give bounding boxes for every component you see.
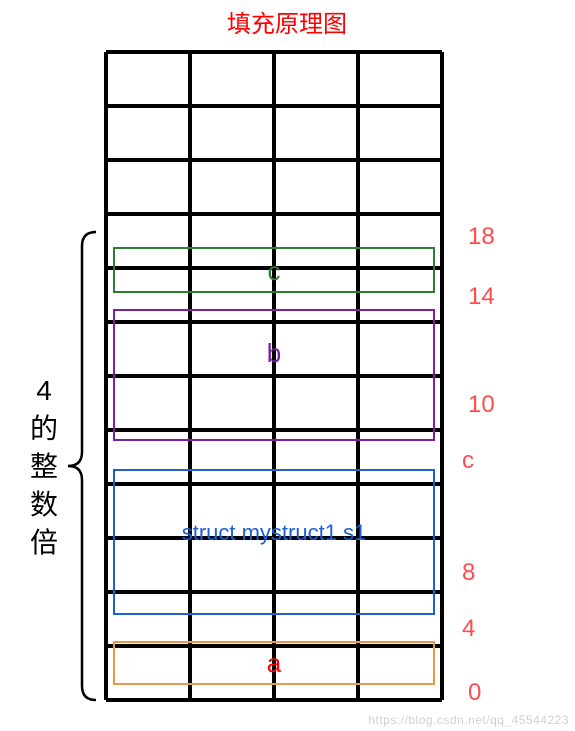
brace-label-char: 整 <box>30 451 58 482</box>
watermark: https://blog.csdn.net/qq_45544223 <box>368 713 569 727</box>
offset-label: 0 <box>468 679 481 706</box>
offset-label: c <box>462 447 474 474</box>
diagram-canvas: 填充原理图 astruct mystruct1 s1bc 048c101418 … <box>0 0 575 731</box>
box-b-label: b <box>267 338 281 368</box>
box-c-label: c <box>268 256 281 286</box>
brace-label-char: 的 <box>30 413 58 444</box>
box-a-label: a <box>267 648 282 678</box>
offset-label: 10 <box>468 391 495 418</box>
brace-label: 4 的整数倍 <box>30 375 58 558</box>
offset-label: 14 <box>468 283 495 310</box>
curly-brace <box>68 232 96 700</box>
offset-labels: 0 4 8 c 10 14 18 <box>462 223 495 706</box>
brace-label-char: 数 <box>30 489 58 520</box>
brace-label-char: 倍 <box>30 527 58 558</box>
offset-label: 4 <box>462 615 475 642</box>
offset-label: 8 <box>462 559 475 586</box>
diagram-title: 填充原理图 <box>227 11 347 38</box>
brace-label-char: 4 <box>36 375 52 406</box>
offset-label: 18 <box>468 223 495 250</box>
box-s1-label: struct mystruct1 s1 <box>182 520 367 545</box>
memory-grid <box>106 52 442 700</box>
